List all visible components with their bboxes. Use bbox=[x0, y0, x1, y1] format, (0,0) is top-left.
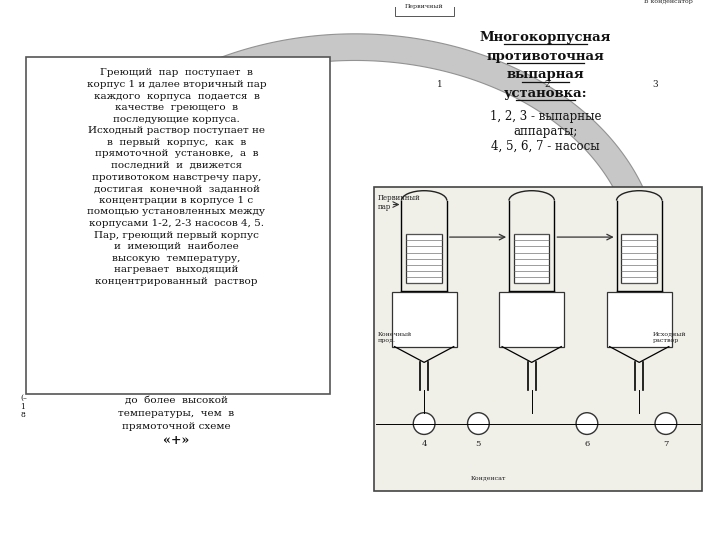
Text: установка:: установка: bbox=[504, 87, 588, 100]
FancyBboxPatch shape bbox=[607, 292, 672, 347]
FancyBboxPatch shape bbox=[27, 57, 330, 394]
Polygon shape bbox=[663, 261, 680, 288]
Text: 1: 1 bbox=[437, 79, 443, 89]
Text: 4: 4 bbox=[421, 440, 427, 448]
Text: В конденсатор: В конденсатор bbox=[644, 0, 693, 4]
Text: 3: 3 bbox=[652, 79, 658, 89]
FancyBboxPatch shape bbox=[374, 187, 703, 491]
Polygon shape bbox=[49, 34, 661, 266]
Text: 1, 2, 3 - выпарные: 1, 2, 3 - выпарные bbox=[490, 110, 601, 123]
Text: до  более  высокой: до более высокой bbox=[125, 396, 228, 405]
Text: 7: 7 bbox=[663, 440, 669, 448]
Polygon shape bbox=[634, 289, 645, 309]
Text: прямоточной схеме: прямоточной схеме bbox=[122, 422, 231, 430]
Text: температуры,  чем  в: температуры, чем в bbox=[118, 409, 235, 418]
Text: противоточная: противоточная bbox=[487, 50, 604, 63]
Text: 6: 6 bbox=[585, 440, 590, 448]
Text: Первичный: Первичный bbox=[405, 4, 444, 9]
FancyBboxPatch shape bbox=[499, 292, 564, 347]
Text: 2: 2 bbox=[544, 79, 550, 89]
Text: Первичный
пар: Первичный пар bbox=[378, 194, 420, 211]
Polygon shape bbox=[459, 224, 632, 293]
FancyBboxPatch shape bbox=[395, 1, 454, 16]
Text: Исходный
раствор: Исходный раствор bbox=[653, 332, 687, 343]
Text: (–
1
8: (– 1 8 bbox=[21, 394, 27, 419]
FancyBboxPatch shape bbox=[392, 292, 456, 347]
Text: Греющий  пар  поступает  в
корпус 1 и далее вторичный пар
каждого  корпуса  пода: Греющий пар поступает в корпус 1 и далее… bbox=[86, 69, 266, 286]
FancyBboxPatch shape bbox=[406, 234, 442, 284]
FancyBboxPatch shape bbox=[514, 234, 549, 284]
FancyBboxPatch shape bbox=[621, 234, 657, 284]
Text: Многокорпусная: Многокорпусная bbox=[480, 31, 611, 44]
Circle shape bbox=[413, 413, 435, 434]
Text: 5: 5 bbox=[476, 440, 481, 448]
Text: «+»: «+» bbox=[163, 434, 189, 448]
Circle shape bbox=[467, 413, 490, 434]
Text: 4, 5, 6, 7 - насосы: 4, 5, 6, 7 - насосы bbox=[491, 139, 600, 152]
Circle shape bbox=[655, 413, 677, 434]
Text: выпарная: выпарная bbox=[507, 69, 585, 82]
Text: Конечный
прод.: Конечный прод. bbox=[378, 332, 412, 343]
Circle shape bbox=[576, 413, 598, 434]
Text: Конденсат: Конденсат bbox=[471, 476, 506, 481]
Text: аппараты;: аппараты; bbox=[513, 125, 577, 138]
